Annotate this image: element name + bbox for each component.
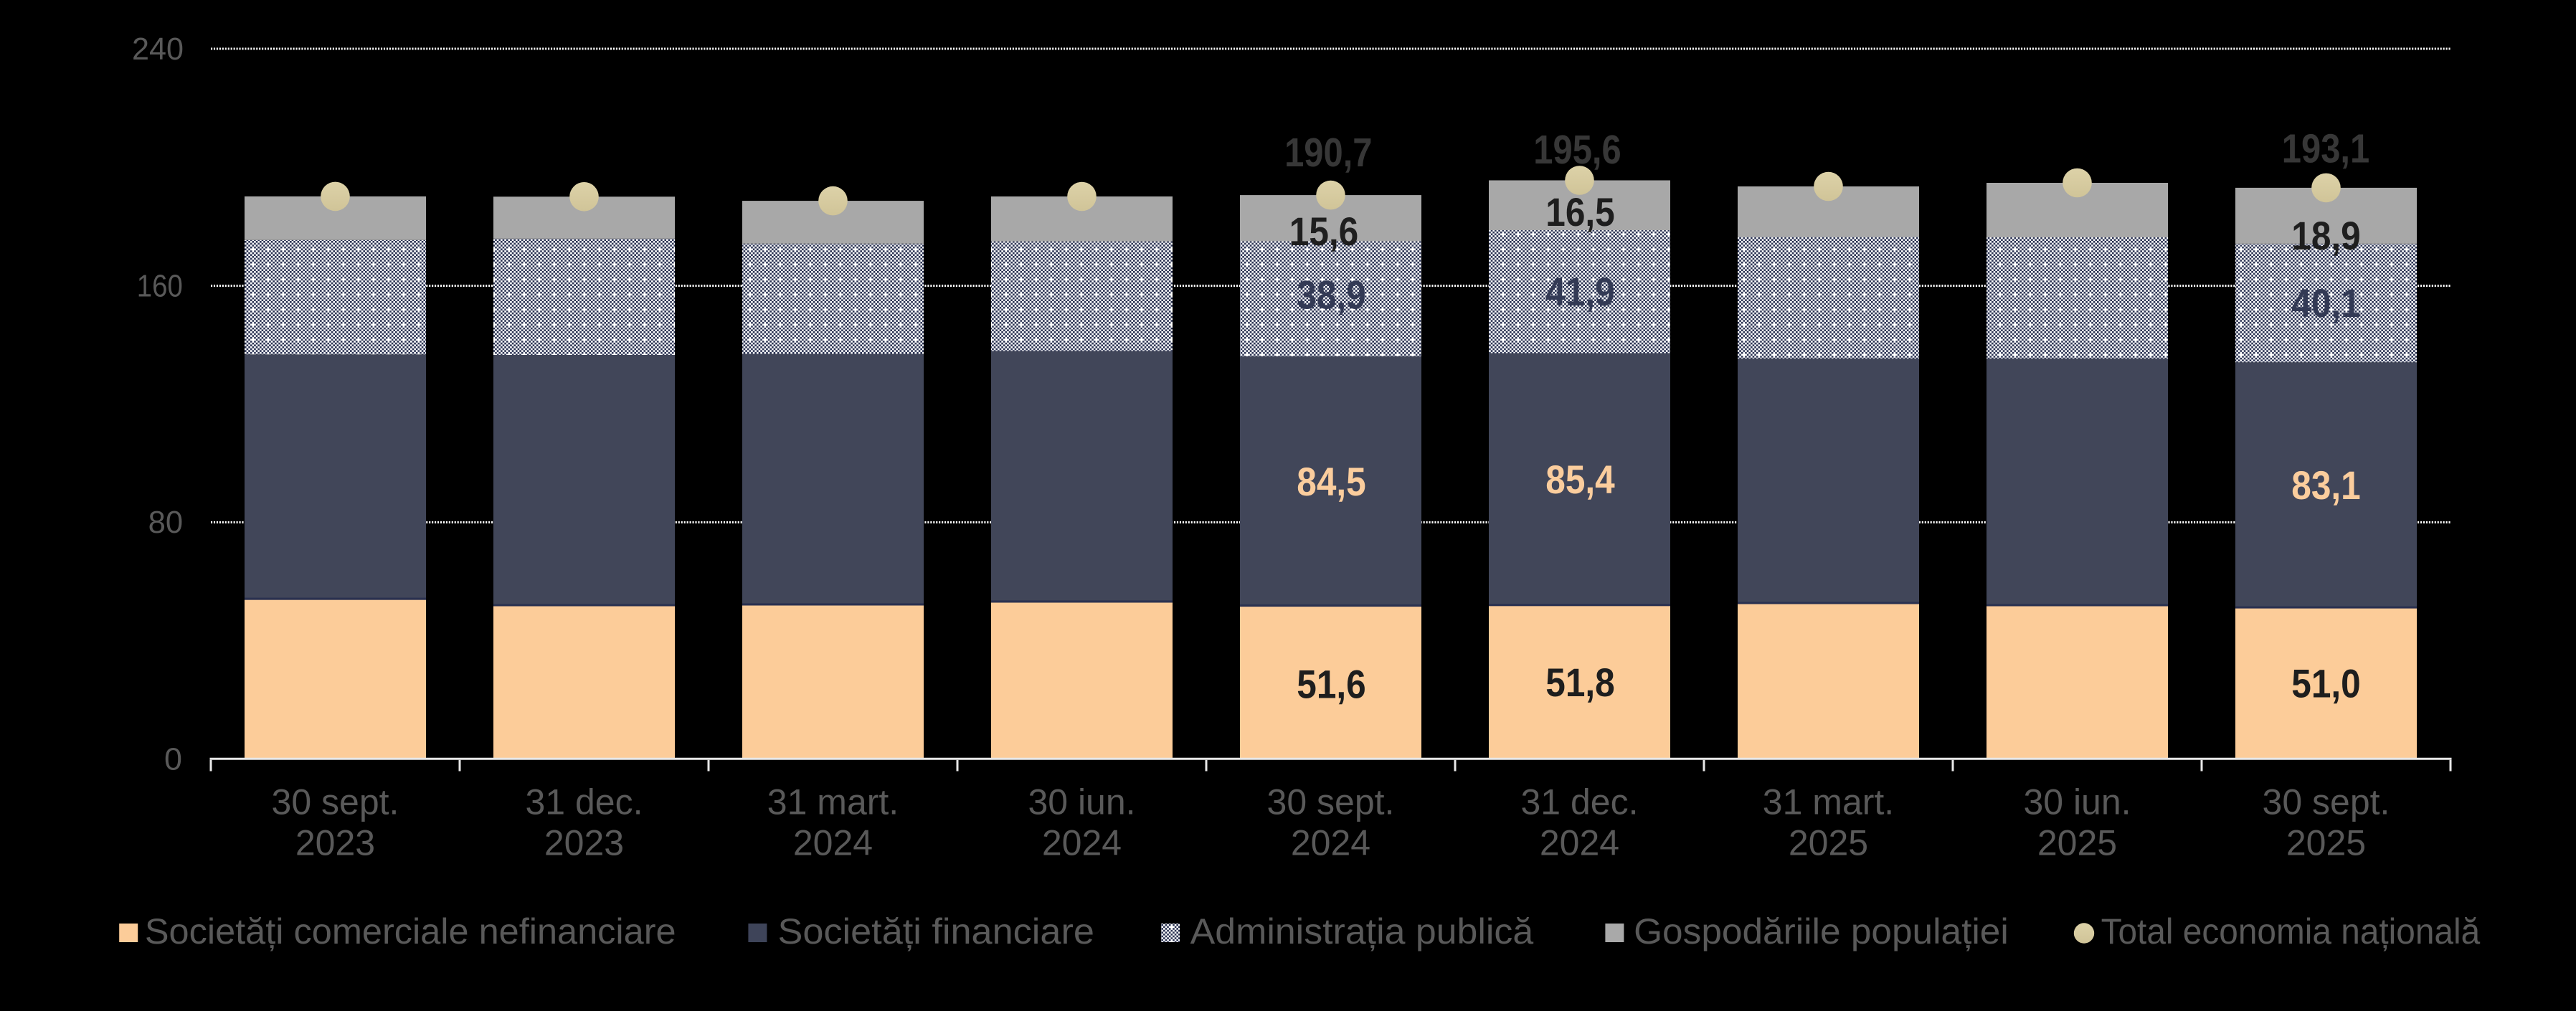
svg-text:84,5: 84,5 <box>1297 459 1366 504</box>
svg-text:0: 0 <box>164 741 182 777</box>
svg-text:16,5: 16,5 <box>1545 189 1615 234</box>
svg-text:Total economia națională: Total economia națională <box>2101 911 2481 951</box>
svg-text:38,9: 38,9 <box>1297 272 1366 317</box>
svg-text:80: 80 <box>148 505 184 540</box>
svg-text:30 sept.: 30 sept. <box>1267 782 1395 822</box>
svg-text:Societăți financiare: Societăți financiare <box>778 911 1094 951</box>
svg-text:31 mart.: 31 mart. <box>1763 782 1894 822</box>
svg-text:30 sept.: 30 sept. <box>272 782 399 822</box>
svg-text:Gospodăriile populației: Gospodăriile populației <box>1634 911 2009 951</box>
svg-text:31 dec.: 31 dec. <box>1520 782 1638 822</box>
svg-text:195,6: 195,6 <box>1533 127 1621 173</box>
svg-text:Administrația publică: Administrația publică <box>1190 911 1534 951</box>
svg-text:2025: 2025 <box>2286 823 2366 863</box>
svg-text:2024: 2024 <box>793 823 873 863</box>
svg-text:30 iun.: 30 iun. <box>1028 782 1135 822</box>
svg-text:85,4: 85,4 <box>1545 457 1615 502</box>
svg-text:2024: 2024 <box>1540 823 1619 863</box>
svg-text:40,1: 40,1 <box>2291 280 2361 326</box>
svg-text:30 sept.: 30 sept. <box>2263 782 2390 822</box>
svg-text:31 dec.: 31 dec. <box>525 782 643 822</box>
svg-text:Societăți comerciale nefinanci: Societăți comerciale nefinanciare <box>145 911 676 951</box>
svg-text:2023: 2023 <box>544 823 624 863</box>
svg-text:190,7: 190,7 <box>1284 130 1372 176</box>
svg-text:51,6: 51,6 <box>1297 662 1366 707</box>
svg-text:160: 160 <box>137 268 183 303</box>
svg-text:2024: 2024 <box>1042 823 1122 863</box>
svg-text:240: 240 <box>132 32 184 67</box>
svg-text:41,9: 41,9 <box>1545 269 1615 314</box>
svg-text:15,6: 15,6 <box>1289 209 1359 254</box>
svg-text:2024: 2024 <box>1291 823 1370 863</box>
svg-text:51,8: 51,8 <box>1545 660 1615 705</box>
svg-text:193,1: 193,1 <box>2282 126 2369 172</box>
svg-text:31 mart.: 31 mart. <box>767 782 899 822</box>
svg-text:18,9: 18,9 <box>2291 213 2361 258</box>
svg-text:2023: 2023 <box>295 823 375 863</box>
svg-text:83,1: 83,1 <box>2291 462 2361 508</box>
svg-text:2025: 2025 <box>2037 823 2117 863</box>
svg-text:2025: 2025 <box>1789 823 1868 863</box>
svg-text:30 iun.: 30 iun. <box>2023 782 2131 822</box>
svg-text:51,0: 51,0 <box>2291 661 2361 706</box>
